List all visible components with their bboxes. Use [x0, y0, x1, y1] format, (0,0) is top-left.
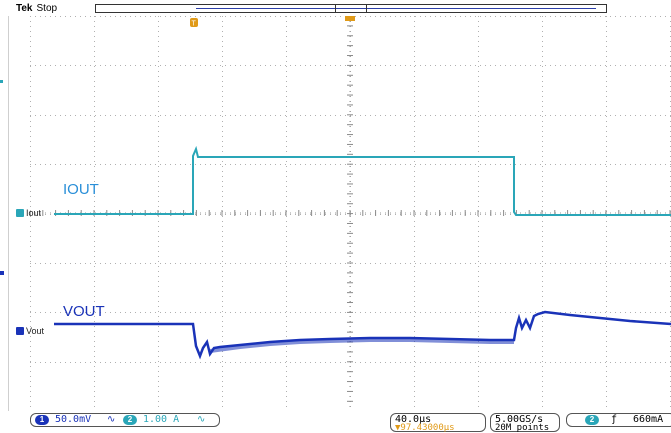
- record-window-indicator[interactable]: [335, 4, 367, 13]
- ch1-badge[interactable]: 1: [35, 415, 49, 425]
- trigger-channel-badge: 2: [585, 415, 599, 425]
- ch1-waveform: [54, 310, 671, 360]
- record-points: 20M points: [495, 423, 550, 433]
- record-line: [196, 8, 596, 9]
- ch1-coupling-icon: ∿: [107, 414, 116, 425]
- acquisition-readout[interactable]: 5.00GS/s 20M points: [490, 413, 560, 433]
- brand-logo: Tek: [16, 3, 33, 14]
- trigger-level: 660mA: [633, 414, 664, 425]
- ch1-ref-icon: [16, 327, 24, 335]
- left-side-panel: [0, 16, 9, 411]
- ch2-coupling-icon: ∿: [197, 414, 206, 425]
- trigger-marker-label: T: [192, 21, 197, 28]
- ch1-ref-label: Vout: [26, 326, 45, 336]
- run-status: Stop: [36, 3, 58, 14]
- timebase-readout[interactable]: 40.0µs ▼97.43000µs: [390, 413, 486, 433]
- trigger-readout[interactable]: 2 ƒ 660mA: [566, 413, 671, 427]
- ch2-ref-icon: [16, 209, 24, 217]
- sample-rate: 5.00GS/s: [495, 414, 544, 425]
- top-status-bar: Tek Stop: [0, 0, 671, 16]
- brand-status: Tek Stop: [16, 3, 57, 14]
- record-length-bar[interactable]: [95, 4, 607, 13]
- ch1-name-label: VOUT: [63, 303, 105, 320]
- ch1-offscreen-marker: [0, 271, 4, 275]
- bottom-readout-bar: 1 50.0mV ∿ 2 1.00 A ∿ 40.0µs ▼97.43000µs…: [0, 411, 671, 433]
- trigger-pointer-icon[interactable]: [345, 16, 355, 21]
- ch2-name-label: IOUT: [63, 181, 99, 198]
- axis-ticks: [30, 16, 671, 402]
- ch2-scale: 1.00 A: [143, 414, 180, 425]
- ch2-reference-marker[interactable]: Iout: [16, 208, 41, 218]
- trigger-position-marker[interactable]: [190, 18, 198, 27]
- ch2-badge[interactable]: 2: [123, 415, 137, 425]
- channel-scale-readout[interactable]: 1 50.0mV ∿ 2 1.00 A ∿: [30, 413, 220, 427]
- timebase-scale: 40.0µs: [395, 414, 432, 425]
- timebase-delay: ▼97.43000µs: [395, 423, 455, 433]
- trigger-slope-icon: ƒ: [611, 414, 618, 425]
- ch1-scale: 50.0mV: [55, 414, 92, 425]
- waveform-display[interactable]: IOUT VOUT T: [30, 16, 671, 411]
- ch2-ref-label: Iout: [26, 208, 42, 218]
- ch1-reference-marker[interactable]: Vout: [16, 326, 44, 336]
- ch2-waveform: [54, 145, 671, 216]
- ch2-offscreen-marker: [0, 80, 3, 83]
